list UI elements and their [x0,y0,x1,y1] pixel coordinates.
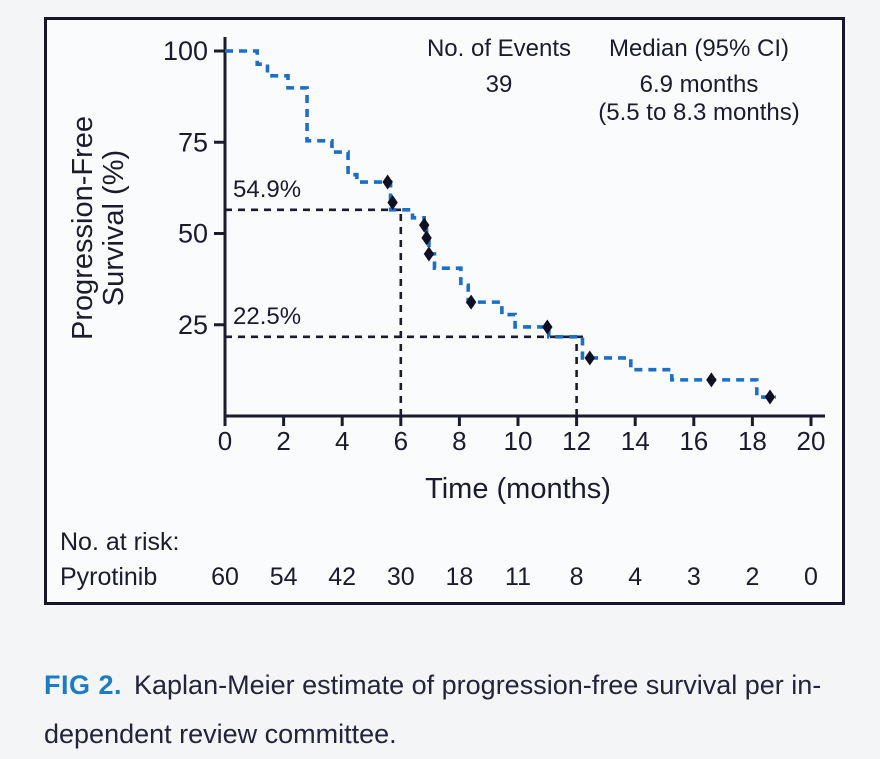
figure-caption: FIG 2. Kaplan-Meier estimate of progressi… [44,661,850,759]
risk-count: 8 [569,563,584,591]
censor-mark [584,350,595,366]
risk-count: 60 [211,563,239,591]
risk-count: 2 [745,563,760,591]
y-tick-label: 100 [163,36,208,66]
censor-mark [382,174,393,190]
figure-caption-label: FIG 2. [44,670,123,700]
figure-page: No. of Events 39 Median (95% CI) 6.9 mon… [44,17,845,749]
x-tick-label: 2 [276,426,290,456]
y-tick-label: 25 [178,310,208,340]
reference-line-label: 54.9% [233,176,301,203]
events-annotation: No. of Events 39 [389,37,609,101]
x-tick-label: 14 [621,426,650,456]
x-tick-label: 16 [679,426,708,456]
figure-frame: No. of Events 39 Median (95% CI) 6.9 mon… [44,17,845,605]
risk-row-label: Pyrotinib [60,563,158,591]
risk-count: 18 [445,563,474,591]
y-tick-label: 75 [178,127,208,157]
censor-mark [387,194,398,210]
risk-count: 4 [628,563,643,591]
km-curve [225,49,776,399]
x-tick-label: 10 [504,426,533,456]
km-chart: 100 75 50 25 0 2 4 6 8 10 12 14 16 18 20 54.9% 22.5% [163,36,826,456]
x-tick-label: 18 [738,426,767,456]
risk-table-header: No. at risk: [60,528,180,556]
risk-count: 11 [505,563,531,591]
y-tick-label: 50 [178,219,208,249]
median-ci: (5.5 to 8.3 months) [598,99,800,126]
risk-count: 30 [386,563,415,591]
x-tick-label: 0 [218,426,232,456]
x-axis-title: Time (months) [425,473,611,505]
x-tick-label: 20 [797,426,826,456]
risk-count: 54 [269,563,298,591]
censor-mark [764,389,776,405]
figure-caption-line1: Kaplan-Meier estimate of progression-fre… [134,670,822,700]
risk-count: 42 [328,563,357,591]
x-tick-label: 4 [335,426,349,456]
censor-mark [542,319,553,335]
risk-count: 3 [686,563,701,591]
x-tick-label: 6 [394,426,408,456]
x-tick-label: 12 [562,426,591,456]
censor-mark [423,246,435,262]
events-value: 39 [485,71,513,98]
x-tick-label: 8 [452,426,466,456]
events-header: No. of Events [426,35,572,62]
risk-count: 0 [804,563,818,591]
reference-line-label: 22.5% [233,303,301,330]
figure-caption-line2: dependent review committee. [44,719,397,749]
censor-mark [465,294,477,310]
censor-mark [706,372,717,388]
median-header: Median (95% CI) [608,35,790,62]
median-annotation: Median (95% CI) 6.9 months (5.5 to 8.3 m… [549,37,849,125]
censor-mark [419,217,430,233]
censor-mark [421,230,432,246]
median-value: 6.9 months [639,71,759,98]
